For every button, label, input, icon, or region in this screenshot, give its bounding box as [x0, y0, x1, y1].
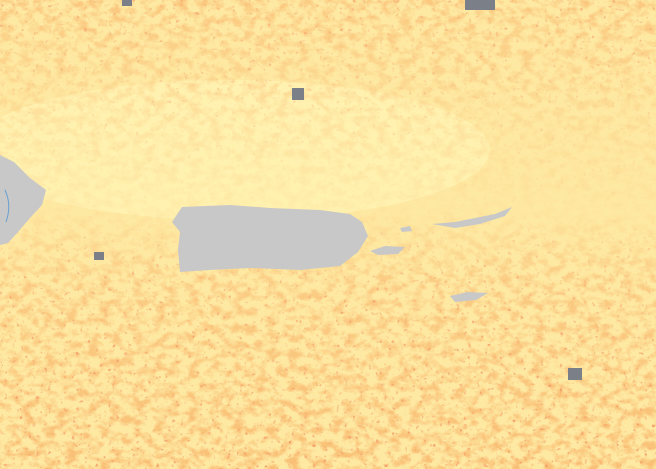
- hispaniola: [0, 155, 46, 245]
- islet: [94, 252, 104, 260]
- st-croix: [450, 292, 488, 302]
- puerto-rico: [172, 205, 368, 272]
- islet: [568, 368, 582, 380]
- vieques: [370, 246, 405, 255]
- land: [0, 155, 512, 302]
- islet: [122, 0, 132, 6]
- islet: [292, 88, 304, 100]
- river: [4, 189, 10, 223]
- virgin-islands: [432, 207, 512, 228]
- islets: [94, 0, 582, 380]
- islet: [465, 0, 495, 10]
- culebra: [400, 226, 412, 232]
